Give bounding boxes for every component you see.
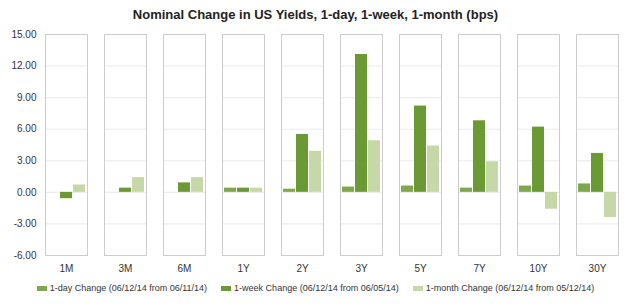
svg-text:-3.00: -3.00 xyxy=(14,218,37,229)
svg-text:3Y: 3Y xyxy=(355,263,368,274)
html-text:1-week Change (06/12/14 from 0: 1-week Change (06/12/14 from 06/05/14) xyxy=(234,283,399,293)
svg-text:12.00: 12.00 xyxy=(11,60,36,71)
svg-text:9.00: 9.00 xyxy=(17,92,37,103)
svg-text:6.00: 6.00 xyxy=(17,123,37,134)
svg-text:7Y: 7Y xyxy=(473,263,486,274)
svg-text:30Y: 30Y xyxy=(589,263,607,274)
svg-text:-6.00: -6.00 xyxy=(14,250,37,261)
svg-text:1M: 1M xyxy=(60,263,74,274)
html-text:1-day Change (06/12/14 from 06: 1-day Change (06/12/14 from 06/11/14) xyxy=(49,283,208,293)
svg-text:3.00: 3.00 xyxy=(17,155,37,166)
html-text:1-month Change (06/12/14 from: 1-month Change (06/12/14 from 05/12/14) xyxy=(425,283,595,293)
svg-text:1Y: 1Y xyxy=(237,263,250,274)
svg-text:10Y: 10Y xyxy=(530,263,548,274)
svg-text:6M: 6M xyxy=(178,263,192,274)
svg-text:15.00: 15.00 xyxy=(11,29,36,40)
svg-text:5Y: 5Y xyxy=(414,263,427,274)
svg-text:0.00: 0.00 xyxy=(17,187,37,198)
svg-text:3M: 3M xyxy=(119,263,133,274)
svg-text:2Y: 2Y xyxy=(296,263,309,274)
html-text:Nominal Change in US Yields, 1: Nominal Change in US Yields, 1-day, 1-we… xyxy=(132,7,499,22)
